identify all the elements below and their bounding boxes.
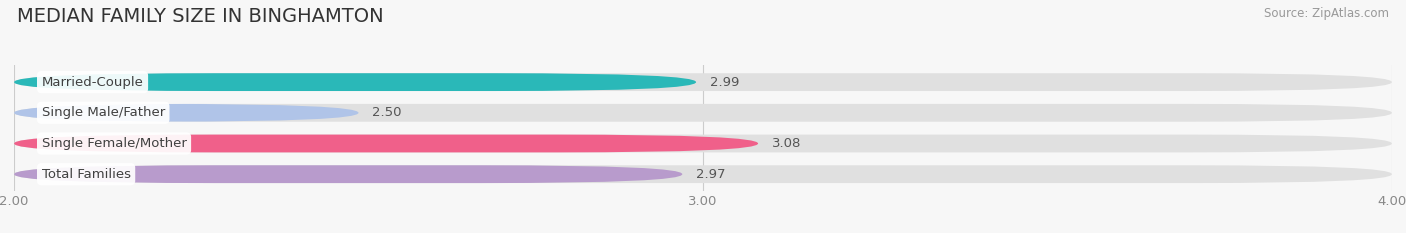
Text: Single Female/Mother: Single Female/Mother xyxy=(42,137,187,150)
Text: Married-Couple: Married-Couple xyxy=(42,76,143,89)
FancyBboxPatch shape xyxy=(14,73,1392,91)
FancyBboxPatch shape xyxy=(14,135,758,152)
FancyBboxPatch shape xyxy=(14,104,1392,122)
FancyBboxPatch shape xyxy=(14,104,359,122)
FancyBboxPatch shape xyxy=(14,165,682,183)
Text: Single Male/Father: Single Male/Father xyxy=(42,106,165,119)
Text: 2.97: 2.97 xyxy=(696,168,725,181)
Text: 3.08: 3.08 xyxy=(772,137,801,150)
Text: Source: ZipAtlas.com: Source: ZipAtlas.com xyxy=(1264,7,1389,20)
Text: Total Families: Total Families xyxy=(42,168,131,181)
FancyBboxPatch shape xyxy=(14,73,696,91)
Text: 2.50: 2.50 xyxy=(373,106,402,119)
FancyBboxPatch shape xyxy=(14,165,1392,183)
Text: MEDIAN FAMILY SIZE IN BINGHAMTON: MEDIAN FAMILY SIZE IN BINGHAMTON xyxy=(17,7,384,26)
Text: 2.99: 2.99 xyxy=(710,76,740,89)
FancyBboxPatch shape xyxy=(14,135,1392,152)
